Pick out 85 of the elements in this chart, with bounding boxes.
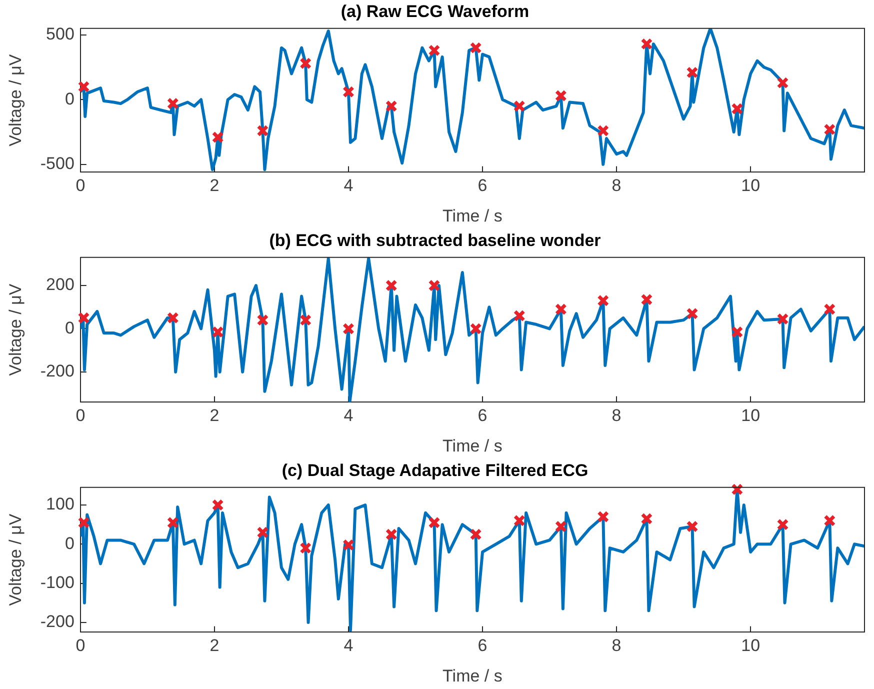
point — [513, 310, 526, 322]
point — [731, 102, 744, 115]
x-tick-label: 8 — [612, 176, 622, 196]
point — [212, 131, 224, 144]
chart-title: (c) Dual Stage Adapative Filtered ECG — [282, 460, 588, 480]
point — [300, 57, 312, 70]
x-tick-label: 4 — [344, 636, 354, 656]
y-tick-label: -100 — [40, 572, 74, 592]
point — [342, 538, 354, 551]
point — [428, 516, 440, 529]
point — [776, 518, 789, 531]
y-tick-label: 0 — [64, 534, 74, 553]
point — [554, 303, 567, 316]
point — [686, 520, 698, 533]
x-tick-label: 8 — [612, 406, 622, 426]
x-tick-label: 2 — [210, 636, 220, 656]
y-tick-label: 500 — [46, 24, 74, 44]
point — [640, 294, 653, 306]
point — [300, 314, 312, 326]
point — [212, 499, 224, 512]
point — [256, 526, 269, 538]
point — [513, 100, 526, 112]
x-tick-label: 4 — [344, 176, 354, 196]
y-tick-label: 200 — [46, 275, 74, 294]
point — [597, 294, 610, 307]
x-tick-label: 10 — [741, 176, 760, 196]
y-axis-title: Voltage / μV — [6, 54, 25, 146]
point — [470, 322, 482, 335]
point — [640, 38, 653, 50]
point — [78, 80, 90, 93]
point — [554, 90, 567, 102]
point — [824, 514, 836, 527]
chart-title: (b) ECG with subtracted baseline wonder — [269, 230, 602, 250]
point — [166, 312, 179, 324]
point — [385, 280, 398, 292]
chart-title: (a) Raw ECG Waveform — [340, 2, 530, 21]
point — [342, 322, 354, 335]
point — [470, 528, 482, 540]
point — [640, 512, 653, 525]
x-tick-label: 2 — [210, 406, 220, 426]
point — [686, 308, 698, 320]
y-tick-label: 0 — [64, 89, 74, 108]
y-tick-label: 100 — [46, 494, 74, 514]
point — [824, 123, 836, 136]
point — [554, 520, 567, 533]
point — [470, 42, 482, 54]
point — [597, 124, 610, 137]
point — [824, 303, 836, 316]
point — [776, 313, 789, 325]
point — [385, 100, 398, 112]
x-tick-label: 4 — [344, 406, 354, 426]
point — [166, 98, 179, 110]
point — [686, 66, 698, 78]
point — [342, 86, 354, 98]
x-axis-title: Time / s — [442, 436, 502, 456]
point — [300, 542, 312, 554]
x-tick-label: 8 — [612, 636, 622, 656]
point — [385, 528, 398, 540]
y-tick-label: -200 — [40, 612, 74, 632]
point — [256, 314, 269, 326]
point — [428, 44, 440, 56]
x-tick-label: 6 — [478, 406, 488, 426]
x-tick-label: 6 — [478, 176, 488, 196]
x-tick-label: 2 — [210, 176, 220, 196]
x-axis-title: Time / s — [442, 666, 502, 686]
point — [513, 514, 526, 527]
point — [731, 483, 744, 496]
point — [78, 312, 90, 324]
x-axis-title: Time / s — [442, 206, 502, 226]
point — [776, 76, 789, 89]
y-tick-label: 0 — [64, 318, 74, 338]
x-tick-label: 10 — [741, 406, 760, 426]
y-axis-title: Voltage / μV — [6, 283, 25, 376]
x-tick-label: 10 — [741, 636, 760, 656]
point — [212, 326, 224, 338]
y-axis-title: Voltage / μV — [6, 513, 25, 606]
y-tick-label: -500 — [40, 154, 74, 174]
point — [428, 280, 440, 292]
point — [256, 124, 269, 137]
y-tick-label: -200 — [40, 362, 74, 381]
point — [731, 326, 744, 338]
x-tick-label: 6 — [478, 636, 488, 656]
point — [166, 516, 179, 529]
point — [78, 516, 90, 529]
point — [597, 510, 610, 523]
